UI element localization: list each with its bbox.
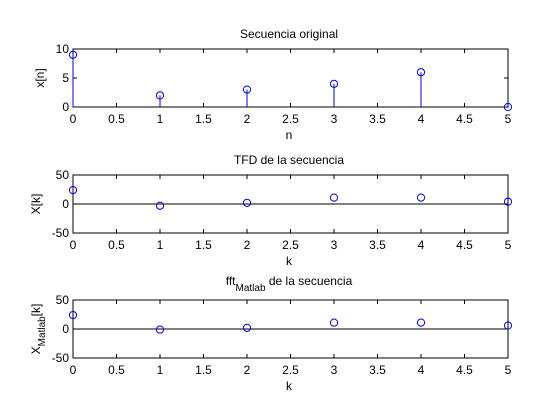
x-tick-label: 0.5: [108, 112, 125, 126]
subplot-3-title-main: fft: [226, 274, 236, 288]
x-tick-label: 2: [244, 238, 251, 252]
x-tick-label: 2: [244, 112, 251, 126]
data-point: [329, 318, 339, 327]
subplot-1: Secuencia original 0 0.5 1 1.5 2 2.5 3 3.5 4 4.5 5…: [33, 27, 513, 142]
data-point: [416, 193, 426, 202]
data-point: [155, 201, 165, 210]
x-tick-label: 3.5: [369, 238, 386, 252]
data-point: [503, 321, 513, 330]
subplot-2-ylabel: X[k]: [29, 194, 43, 215]
data-point: [68, 50, 78, 59]
data-point: [503, 197, 513, 206]
y-tick-label: 0: [62, 322, 69, 336]
x-tick-label: 2.5: [282, 363, 299, 377]
x-tick-label: 3.5: [369, 112, 386, 126]
subplot-3-title: fftMatlab de la secuencia: [226, 274, 353, 294]
x-tick-label: 2.5: [282, 238, 299, 252]
x-tick-label: 1.5: [195, 112, 212, 126]
x-tick-label: 2: [244, 363, 251, 377]
x-tick-label: 5: [505, 363, 512, 377]
data-point: [329, 193, 339, 202]
subplot-3-ylabel-rest: [k]: [29, 304, 43, 317]
y-tick-label: 10: [56, 42, 70, 56]
subplot-2: TFD de la secuencia 0 0.5 1 1.5 2 2.5 3 3.5 4 4.5…: [29, 153, 513, 268]
y-tick-label: 50: [56, 293, 70, 307]
subplot-3-ylabel-subscript: Matlab: [37, 316, 48, 346]
x-tick-label: 0.5: [108, 363, 125, 377]
subplot-2-title: TFD de la secuencia: [234, 153, 344, 167]
x-tick-label: 0.5: [108, 238, 125, 252]
x-tick-label: 1.5: [195, 238, 212, 252]
y-tick-label: 0: [62, 197, 69, 211]
subplot-1-ticks: 0 0.5 1 1.5 2 2.5 3 3.5 4 4.5 5 0 5 10: [56, 42, 512, 126]
subplot-3: fftMatlab de la secuencia 0 0.5 1 1.5 2 2.5 3 3…: [29, 274, 513, 393]
x-tick-label: 1: [157, 238, 164, 252]
data-point: [416, 68, 426, 77]
subplot-3-title-rest: de la secuencia: [266, 274, 353, 288]
data-point: [68, 310, 78, 320]
y-tick-label: -50: [52, 226, 70, 240]
subplot-3-title-subscript: Matlab: [236, 283, 266, 294]
x-tick-label: 1: [157, 112, 164, 126]
subplot-3-marks: [68, 310, 513, 334]
y-tick-label: 5: [62, 71, 69, 85]
x-tick-label: 5: [505, 112, 512, 126]
x-tick-label: 3: [331, 238, 338, 252]
subplot-1-ylabel: x[n]: [33, 68, 47, 87]
data-point: [329, 79, 339, 88]
data-point: [68, 185, 78, 195]
x-tick-label: 4.5: [456, 112, 473, 126]
data-point: [242, 323, 252, 332]
x-tick-label: 4: [418, 112, 425, 126]
data-point: [242, 198, 252, 207]
x-tick-label: 4: [418, 363, 425, 377]
x-tick-label: 3: [331, 363, 338, 377]
x-tick-label: 4.5: [456, 363, 473, 377]
x-tick-label: 1.5: [195, 363, 212, 377]
subplot-3-xlabel: k: [286, 379, 293, 393]
subplot-1-marks: [68, 50, 513, 112]
data-point: [242, 85, 252, 94]
subplot-2-xlabel: k: [286, 254, 293, 268]
y-tick-label: 50: [56, 168, 70, 182]
x-tick-label: 0: [70, 363, 77, 377]
x-tick-label: 1: [157, 363, 164, 377]
x-tick-label: 3.5: [369, 363, 386, 377]
x-tick-label: 5: [505, 238, 512, 252]
subplot-1-xlabel: n: [286, 128, 293, 142]
x-tick-label: 0: [70, 112, 77, 126]
subplot-3-ylabel: XMatlab[k]: [29, 304, 48, 355]
subplot-1-title: Secuencia original: [240, 27, 338, 41]
x-tick-label: 4.5: [456, 238, 473, 252]
data-point: [503, 102, 513, 112]
subplot-1-axes: [72, 48, 509, 108]
subplot-2-marks: [68, 185, 513, 210]
data-point: [155, 91, 165, 100]
x-tick-label: 4: [418, 238, 425, 252]
subplot-3-ylabel-main: X: [29, 346, 43, 354]
data-point: [155, 325, 165, 334]
data-point: [416, 318, 426, 327]
x-tick-label: 3: [331, 112, 338, 126]
y-tick-label: 0: [62, 100, 69, 114]
y-tick-label: -50: [52, 351, 70, 365]
x-tick-label: 2.5: [282, 112, 299, 126]
x-tick-label: 0: [70, 238, 77, 252]
